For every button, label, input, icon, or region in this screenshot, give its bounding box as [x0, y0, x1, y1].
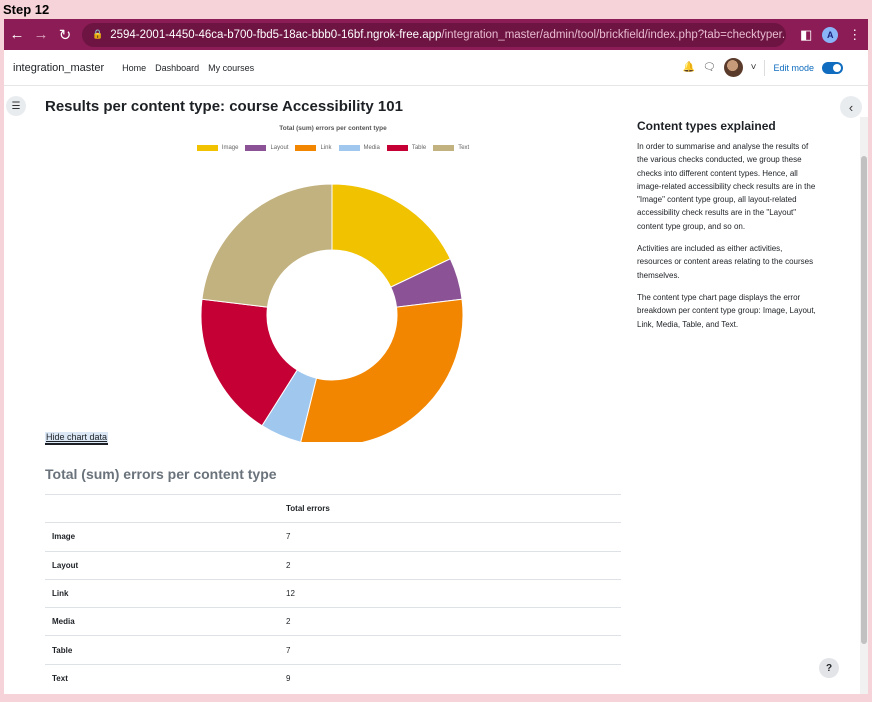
side-panel-paragraph: In order to summarise and analyse the re… [637, 142, 816, 231]
slice-table[interactable] [200, 298, 298, 427]
legend-item-media[interactable]: Media [338, 145, 380, 151]
user-avatar[interactable] [723, 58, 743, 77]
nav-link-my-courses[interactable]: My courses [208, 62, 255, 73]
legend-item-link[interactable]: Link [295, 145, 332, 151]
url-path: /integration_master/admin/tool/brickfiel… [441, 28, 786, 41]
table-header-row: Total errors [45, 493, 621, 523]
notification-bell-icon[interactable]: 🔔 [682, 62, 695, 73]
browser-toolbar: ← → ↻ 🔒 2594-2001-4450-46ca-b700-fbd5-18… [4, 19, 868, 50]
course-index-toggle-icon[interactable]: ☰ [6, 96, 26, 116]
table-header-empty [45, 493, 286, 523]
site-name[interactable]: integration_master [13, 61, 105, 74]
table-row: Table 7 [45, 635, 621, 665]
site-navbar: integration_master Home Dashboard My cou… [4, 50, 868, 86]
help-button[interactable]: ? [819, 658, 839, 678]
row-label: Media [45, 607, 286, 636]
table-row: Link 12 [45, 578, 621, 608]
row-value: 9 [286, 663, 621, 693]
side-panel-icon[interactable]: ◧ [800, 26, 813, 42]
table-row: Image 7 [45, 522, 621, 552]
url-host: 2594-2001-4450-46ca-b700-fbd5-18ac-bbb0-… [110, 28, 442, 41]
chart-title: Total (sum) errors per content type [279, 125, 387, 132]
row-value: 7 [286, 522, 621, 552]
legend-label: Image [221, 145, 239, 151]
legend-swatch [386, 145, 408, 151]
slice-link[interactable] [300, 298, 464, 442]
table-row: Layout 2 [45, 550, 621, 580]
table-row: Text 9 [45, 663, 621, 693]
edit-mode-label: Edit mode [773, 62, 814, 73]
slice-image[interactable] [331, 183, 452, 288]
row-label: Image [45, 522, 286, 552]
block-drawer-chevron-left-icon[interactable]: ‹ [840, 96, 862, 118]
messages-icon[interactable]: 🗨 [702, 62, 716, 73]
legend-label: Table [411, 145, 427, 151]
legend-item-layout[interactable]: Layout [245, 145, 288, 151]
forward-arrow-icon[interactable]: → [33, 26, 49, 43]
chart-canvas [200, 183, 464, 442]
side-panel-paragraph: The content type chart page displays the… [637, 292, 816, 329]
table-header-total-errors: Total errors [286, 493, 621, 523]
legend-swatch [295, 145, 317, 151]
content-types-panel: Content types explained In order to summ… [637, 119, 819, 340]
table-heading: Total (sum) errors per content type [45, 466, 277, 482]
row-label: Layout [45, 550, 286, 580]
nav-link-dashboard[interactable]: Dashboard [155, 62, 200, 73]
scrollbar-thumb[interactable] [861, 156, 867, 644]
legend-item-image[interactable]: Image [196, 145, 239, 151]
row-value: 7 [286, 635, 621, 665]
nav-link-home[interactable]: Home [122, 62, 147, 73]
legend-label: Layout [270, 145, 289, 151]
row-value: 12 [286, 578, 621, 608]
legend-item-text[interactable]: Text [433, 145, 469, 151]
chart-legend: Image Layout Link Media Table Text [45, 145, 621, 151]
legend-item-table[interactable]: Table [386, 145, 427, 151]
row-label: Table [45, 635, 286, 665]
browser-menu-icon[interactable]: ⋮ [848, 26, 862, 42]
divider [764, 59, 766, 76]
side-panel-paragraph: Activities are included as either activi… [637, 244, 814, 280]
doughnut-chart: Total (sum) errors per content type Imag… [45, 122, 621, 442]
legend-label: Link [320, 145, 332, 151]
browser-window: ← → ↻ 🔒 2594-2001-4450-46ca-b700-fbd5-18… [4, 19, 868, 694]
legend-swatch [245, 145, 267, 151]
chevron-down-icon[interactable]: ˅ [750, 62, 757, 73]
edit-mode-toggle[interactable] [822, 61, 843, 74]
legend-swatch [433, 145, 455, 151]
legend-swatch [338, 145, 360, 151]
row-label: Text [45, 663, 286, 693]
row-label: Link [45, 578, 286, 608]
hide-chart-data-link[interactable]: Hide chart data [45, 432, 109, 445]
page-title: Results per content type: course Accessi… [45, 98, 403, 115]
lock-icon: 🔒 [92, 29, 104, 39]
address-bar[interactable]: 🔒 2594-2001-4450-46ca-b700-fbd5-18ac-bbb… [82, 22, 786, 47]
legend-label: Media [363, 145, 380, 151]
legend-label: Text [458, 145, 470, 151]
row-value: 2 [286, 550, 621, 580]
legend-swatch [196, 145, 218, 151]
reload-icon[interactable]: ↻ [58, 26, 72, 44]
back-arrow-icon[interactable]: ← [9, 26, 25, 43]
step-label: Step 12 [3, 2, 50, 17]
errors-table: Total errors Image 7 Layout 2 Link 12 Me… [45, 493, 621, 693]
row-value: 2 [286, 607, 621, 636]
slice-text[interactable] [201, 183, 333, 308]
profile-avatar[interactable]: A [822, 26, 839, 43]
side-panel-title: Content types explained [637, 119, 776, 133]
table-row: Media 2 [45, 607, 621, 636]
